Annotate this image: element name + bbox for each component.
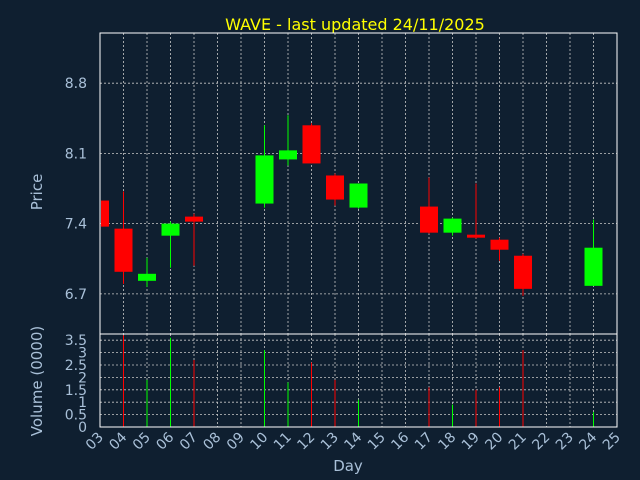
candle-body (349, 183, 368, 208)
candle-body (443, 218, 462, 233)
price-tick-label: 6.7 (65, 287, 87, 303)
volume-bars (99, 335, 594, 427)
price-tick-label: 8.1 (65, 146, 87, 162)
volume-tick-label: 2 (78, 370, 87, 386)
volume-tick-label: 0 (78, 420, 87, 436)
volume-tick-label: 2.5 (65, 358, 87, 374)
candle-body (420, 206, 438, 233)
candles (99, 115, 603, 296)
volume-tick-label: 0.5 (65, 408, 87, 424)
volume-panel-frame (99, 333, 618, 428)
price-axis-label: Price (28, 174, 46, 211)
candle-body (490, 239, 509, 250)
volume-tick-labels: 00.511.522.533.5 (65, 333, 87, 436)
volume-tick-label: 3 (78, 346, 87, 362)
chart-title: WAVE - last updated 24/11/2025 (225, 15, 485, 34)
volume-tick-label: 3.5 (65, 333, 87, 349)
candle-body (514, 255, 532, 289)
volume-tick-label: 1.5 (65, 383, 87, 399)
candle-body (584, 247, 603, 286)
candle-body (161, 223, 180, 236)
candle-body (255, 155, 274, 204)
price-tick-labels: 6.7 7.4 8.1 8.8 (65, 76, 87, 303)
volume-tick-label: 1 (78, 395, 87, 411)
candle-body (467, 234, 485, 238)
price-tick-label: 8.8 (65, 76, 87, 92)
volume-axis-label: Volume (0000) (28, 326, 46, 436)
candle-body (185, 216, 203, 222)
x-tick-labels: 03 04 05 06 07 08 09 10 11 12 13 14 15 16 17 18 19 20 21 22… (83, 429, 624, 453)
candle-body (101, 200, 109, 227)
candle-body (302, 125, 321, 164)
candle-body (279, 150, 297, 160)
x-axis-label: Day (333, 457, 363, 475)
candle-body (326, 175, 344, 200)
candle-body (114, 228, 133, 272)
price-tick-label: 7.4 (65, 217, 87, 233)
candle-body (138, 273, 156, 281)
